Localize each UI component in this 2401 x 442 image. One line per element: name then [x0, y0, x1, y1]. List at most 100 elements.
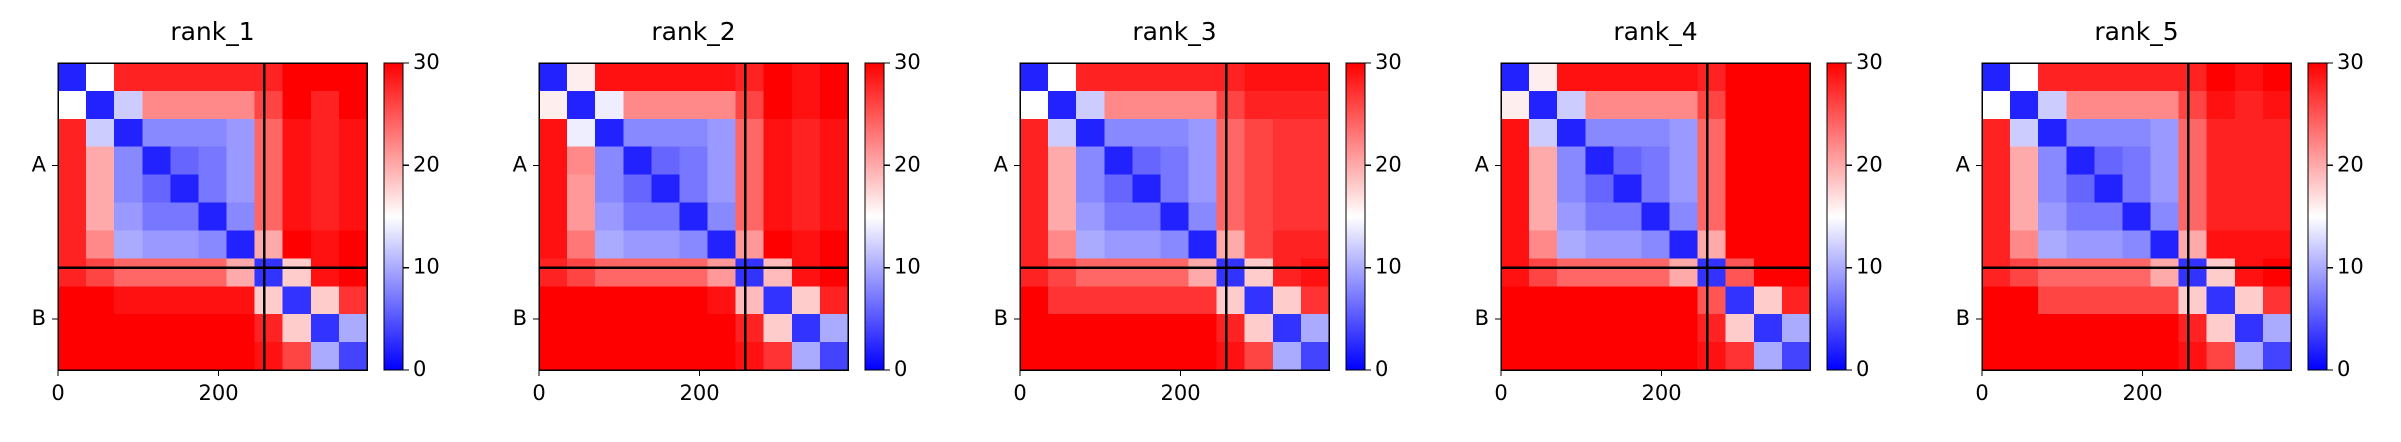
heatmap-cell	[114, 342, 143, 371]
heatmap-cell	[819, 342, 849, 371]
heatmap-cell	[1020, 90, 1049, 120]
heatmap-cell	[1076, 174, 1105, 204]
heatmap-cell	[1300, 63, 1330, 92]
heatmap-cell	[679, 146, 709, 176]
heatmap-cell	[1020, 314, 1049, 343]
heatmap-cell	[198, 342, 228, 371]
colorbar	[1345, 62, 1366, 371]
heatmap-cell	[1188, 174, 1218, 204]
heatmap-cell	[310, 230, 340, 259]
heatmap-cell	[198, 118, 228, 148]
heatmap-cell	[735, 202, 765, 232]
heatmap-cell	[1669, 230, 1699, 259]
heatmap-cell	[1529, 314, 1558, 343]
heatmap-cell	[86, 202, 115, 232]
heatmap-cell	[338, 118, 368, 148]
heatmap-cell	[1725, 258, 1755, 287]
heatmap-cell	[1132, 258, 1162, 287]
heatmap-cell	[1132, 202, 1162, 232]
heatmap-cell	[1613, 314, 1643, 343]
heatmap-cell	[651, 90, 681, 120]
heatmap-cell	[1725, 174, 1755, 204]
heatmap-cell	[707, 202, 737, 232]
heatmap-cell	[2010, 63, 2039, 92]
heatmap-cell	[1188, 230, 1218, 259]
heatmap-cell	[2206, 63, 2236, 92]
heatmap-cell	[2262, 342, 2292, 371]
heatmap-cell	[58, 286, 87, 315]
heatmap-cell	[338, 202, 368, 232]
heatmap-cell	[1272, 342, 1302, 371]
heatmap-cell	[226, 202, 256, 232]
heatmap-cell	[763, 63, 793, 92]
heatmap-cell	[114, 63, 143, 92]
heatmap-cell	[735, 90, 765, 120]
heatmap-cell	[114, 230, 143, 259]
heatmap-cell	[2234, 314, 2264, 343]
heatmap-cell	[1160, 258, 1190, 287]
heatmap-cell	[2122, 174, 2152, 204]
heatmap-cell	[86, 258, 115, 287]
heatmap-cell	[1781, 230, 1811, 259]
heatmap-cell	[170, 63, 200, 92]
heatmap-cell	[254, 63, 284, 92]
heatmap-cell	[1613, 202, 1643, 232]
heatmap-cell	[2122, 146, 2152, 176]
heatmap-cell	[1020, 202, 1049, 232]
heatmap-cell	[170, 258, 200, 287]
heatmap-cell	[1982, 286, 2011, 315]
heatmap-cell	[1613, 174, 1643, 204]
heatmap-cell	[1048, 286, 1077, 315]
heatmap-cell	[763, 314, 793, 343]
heatmap-cell	[1160, 286, 1190, 315]
heatmap-cell	[791, 230, 821, 259]
heatmap-cell	[338, 258, 368, 287]
heatmap-cell	[735, 63, 765, 92]
heatmap-cell	[735, 230, 765, 259]
heatmap-cell	[1076, 63, 1105, 92]
heatmap-cell	[2094, 146, 2124, 176]
heatmap-cell	[1132, 63, 1162, 92]
heatmap-cell	[2150, 314, 2180, 343]
heatmap-cell	[1300, 314, 1330, 343]
heatmap-cell	[763, 90, 793, 120]
heatmap-cell	[2262, 63, 2292, 92]
heatmap-cell	[1272, 202, 1302, 232]
heatmap-cell	[254, 342, 284, 371]
heatmap-cell	[58, 146, 87, 176]
heatmap-cell	[595, 258, 624, 287]
y-tick-label: A	[1475, 152, 1490, 176]
heatmap-cell	[567, 314, 596, 343]
heatmap-cell	[2066, 146, 2095, 176]
heatmap-cell	[1300, 118, 1330, 148]
heatmap-cell	[1585, 286, 1614, 315]
heatmap-cell	[679, 90, 709, 120]
heatmap-cell	[1557, 146, 1586, 176]
heatmap-cell	[198, 146, 228, 176]
heatmap-cell	[2066, 342, 2095, 371]
heatmap-cell	[1529, 63, 1558, 92]
heatmap-cell	[763, 202, 793, 232]
heatmap-cell	[2094, 63, 2124, 92]
heatmap-cell	[623, 90, 652, 120]
heatmap-cell	[1557, 314, 1586, 343]
heatmap-cell	[1104, 286, 1133, 315]
heatmap-cell	[1300, 202, 1330, 232]
heatmap-cell	[114, 286, 143, 315]
heatmap-cell	[226, 258, 256, 287]
heatmap-cell	[1501, 174, 1530, 204]
heatmap-cell	[539, 146, 568, 176]
heatmap-cell	[1160, 314, 1190, 343]
colorbar-tick-label: 20	[1856, 152, 1883, 176]
heatmap-cell	[2010, 118, 2039, 148]
colorbar-tick-label: 10	[1375, 255, 1402, 279]
heatmap-cell	[1641, 146, 1671, 176]
heatmap-cell	[1048, 202, 1077, 232]
heatmap-cell	[651, 146, 681, 176]
heatmap-cell	[58, 118, 87, 148]
heatmap-cell	[1132, 342, 1162, 371]
heatmap-cell	[254, 230, 284, 259]
heatmap-cell	[1669, 258, 1699, 287]
heatmap-cell	[2010, 230, 2039, 259]
heatmap-cell	[819, 174, 849, 204]
